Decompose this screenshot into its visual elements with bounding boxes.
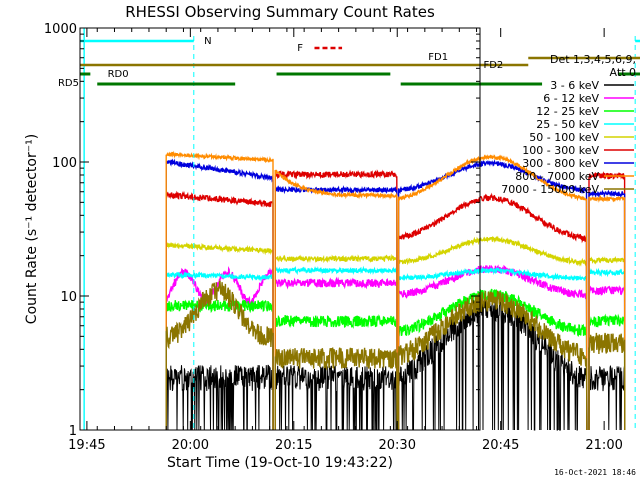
legend-header-0: Det 1,3,4,5,6,9, [550,53,636,66]
y-tick-label-2: 100 [52,156,77,171]
x-axis-label: Start Time (19-Oct-10 19:43:22) [167,455,393,471]
x-tick-label-4: 20:45 [482,438,519,453]
legend-label-1: 3 - 6 keV [550,79,599,92]
timestamp: 16-Oct-2021 18:46 [554,468,636,477]
y-tick-label-1: 10 [60,290,77,305]
x-tick-label-3: 20:30 [379,438,416,453]
legend-label-6: 100 - 300 keV [522,144,599,157]
legend-header-1: Att 0 [610,66,636,79]
legend-label-9: 7000 - 15000 keV [501,183,599,196]
flag-label-n: N [204,36,211,47]
data-series [84,28,625,430]
legend-label-2: 6 - 12 keV [543,92,599,105]
flag-label-rd5: RD5 [58,78,79,89]
flag-label-rd0: RD0 [108,69,129,80]
flag-label-f: F [297,43,303,54]
legend-label-7: 300 - 800 keV [522,157,599,170]
legend-label-8: 800 - 7000 keV [515,170,599,183]
flag-label-fd2: FD2 [483,60,503,71]
x-tick-label-1: 20:00 [172,438,209,453]
legend-label-5: 50 - 100 keV [529,131,599,144]
legend-label-3: 12 - 25 keV [536,105,599,118]
y-axis-label: Count Rate (s⁻¹ detector⁻¹) [24,134,40,324]
x-tick-label-0: 19:45 [68,438,105,453]
x-tick-label-2: 20:15 [275,438,312,453]
flag-label-fd1: FD1 [428,52,448,63]
legend-label-4: 25 - 50 keV [536,118,599,131]
x-tick-label-5: 21:00 [585,438,622,453]
chart: N F FD1 FD2 RD0 RD5 19:45 20:00 20:15 20:30 20:45… [0,0,640,480]
y-tick-label-3: 1000 [44,22,77,37]
chart-title: RHESSI Observing Summary Count Rates [125,3,435,21]
y-tick-label-0: 1 [69,424,77,439]
